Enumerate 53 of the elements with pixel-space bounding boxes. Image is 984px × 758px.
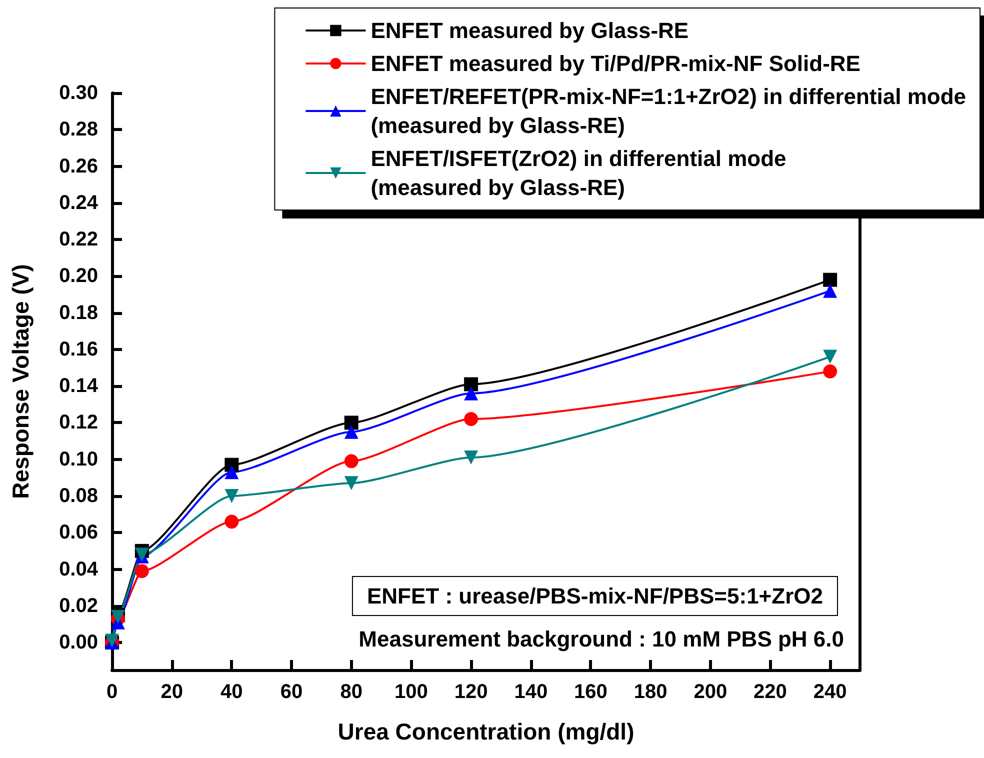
point [464,386,478,400]
y-tick-label: 0.12 [59,412,98,434]
point [224,465,239,480]
y-tick-label: 0.20 [59,265,98,288]
point [464,450,478,465]
point [823,272,838,287]
x-tick-label: 100 [394,681,428,703]
x-tick-label: 0 [106,681,118,703]
y-tick-label: 0.18 [59,302,98,324]
x-tick-label: 160 [574,681,608,703]
x-tick-label: 120 [454,681,488,703]
y-tick-label: 0.06 [59,522,98,544]
x-tick-label: 240 [813,681,847,703]
legend-label: ENFET measured by Ti/Pd/PR-mix-NF Solid-RE [370,51,860,76]
y-axis-title: Response Voltage (V) [8,264,34,499]
y-tick-label: 0.02 [59,594,98,617]
y-tick-label: 0.26 [59,155,98,178]
point [224,488,239,503]
point [344,476,358,490]
x-tick-label: 60 [280,681,303,703]
y-tick-label: 0.24 [59,192,99,214]
legend-label: ENFET/REFET(PR-mix-NF=1:1+ZrO2) in differential mode (measured by Glass-RE) [370,84,966,138]
y-tick-label: 0.30 [59,82,98,104]
y-tick-label: 0.08 [59,484,98,507]
legend-label: ENFET measured by Glass-RE [370,18,689,43]
y-tick-label: 0.00 [59,632,98,654]
y-tick-label: 0.10 [59,448,98,470]
y-tick-label: 0.16 [59,338,98,360]
point [823,350,838,364]
point [823,364,838,378]
point [344,424,358,439]
point [464,412,478,426]
y-tick-label: 0.28 [59,118,98,141]
point [344,416,358,430]
x-tick-label: 180 [634,681,668,703]
x-tick-label: 20 [160,681,183,703]
annotation: ENFET : urease/PBS-mix-NF/PBS=5:1+ZrO2 [366,584,824,608]
point [823,284,838,298]
x-tick-label: 140 [514,681,548,703]
x-tick-label: 80 [340,681,362,703]
y-tick-label: 0.22 [59,228,98,251]
x-axis-title: Urea Concentration (mg/dl) [338,718,634,744]
y-tick-label: 0.04 [59,558,99,580]
point [134,564,149,578]
point [224,514,239,529]
x-tick-label: 40 [220,681,243,703]
legend-label: ENFET/ISFET(ZrO2) in differential mode (measured by Glass-RE) [370,146,786,200]
point [344,454,358,468]
y-tick-label: 0.14 [59,375,99,398]
x-tick-label: 220 [754,681,787,703]
annotation: Measurement background : 10 mM PBS pH 6.0 [358,626,844,652]
x-tick-label: 200 [694,681,728,703]
point [464,377,478,392]
